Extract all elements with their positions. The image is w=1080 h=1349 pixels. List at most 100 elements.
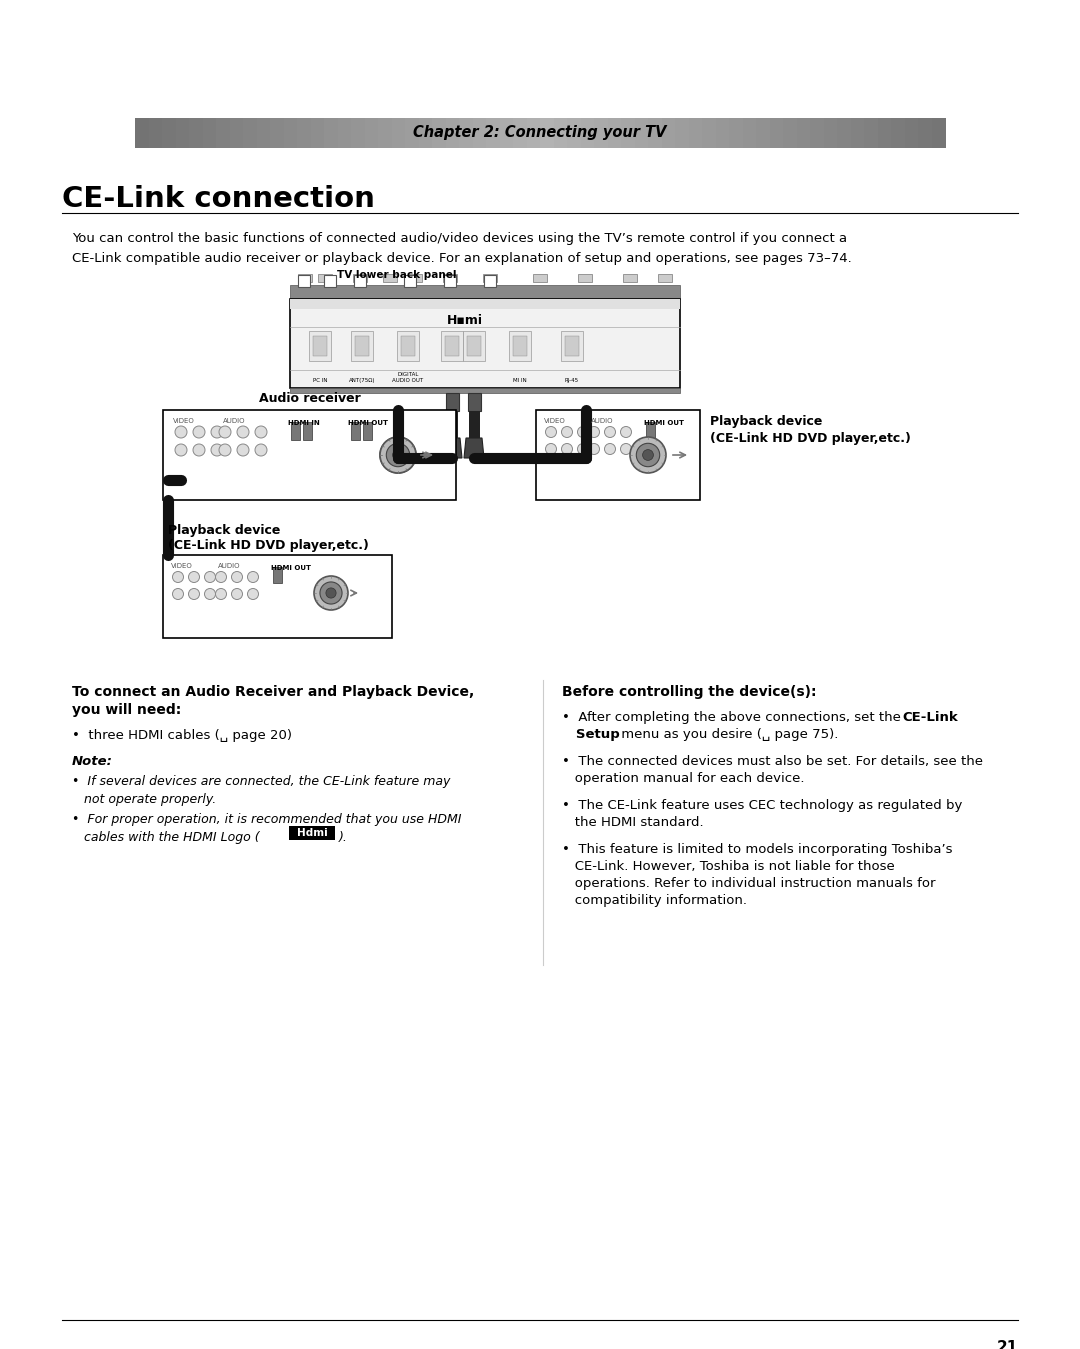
Bar xyxy=(931,117,946,148)
Bar xyxy=(499,117,514,148)
Bar xyxy=(162,117,176,148)
Circle shape xyxy=(247,572,258,583)
Bar xyxy=(441,331,463,362)
Bar xyxy=(445,336,459,356)
Bar xyxy=(175,117,190,148)
Text: CE-Link: CE-Link xyxy=(902,711,958,724)
Bar xyxy=(243,117,257,148)
Text: •  For proper operation, it is recommended that you use HDMI: • For proper operation, it is recommende… xyxy=(72,813,461,826)
Bar xyxy=(486,117,500,148)
Circle shape xyxy=(320,581,342,604)
Text: •  After completing the above connections, set the: • After completing the above connections… xyxy=(562,711,905,724)
Circle shape xyxy=(621,426,632,437)
Bar xyxy=(769,117,784,148)
Bar xyxy=(715,117,730,148)
Bar xyxy=(635,117,649,148)
Bar xyxy=(824,117,838,148)
Circle shape xyxy=(589,426,599,437)
Circle shape xyxy=(193,444,205,456)
Bar xyxy=(473,117,487,148)
Bar xyxy=(658,274,672,282)
Bar xyxy=(484,275,496,287)
Bar xyxy=(283,117,298,148)
Bar xyxy=(567,117,581,148)
Bar xyxy=(797,117,811,148)
Circle shape xyxy=(211,426,222,438)
Text: VIDEO: VIDEO xyxy=(544,418,566,424)
Bar xyxy=(509,331,531,362)
Bar xyxy=(355,336,369,356)
Text: MI IN: MI IN xyxy=(513,378,527,383)
Circle shape xyxy=(380,437,416,473)
Text: ).: ). xyxy=(339,831,348,844)
Circle shape xyxy=(237,426,249,438)
Polygon shape xyxy=(442,438,462,459)
Bar xyxy=(408,274,422,282)
Text: you will need:: you will need: xyxy=(72,703,181,718)
Bar xyxy=(318,274,332,282)
Text: •  If several devices are connected, the CE-Link feature may: • If several devices are connected, the … xyxy=(72,774,450,788)
Circle shape xyxy=(589,444,599,455)
Bar xyxy=(540,117,554,148)
Circle shape xyxy=(326,588,336,598)
Bar xyxy=(378,117,392,148)
Bar xyxy=(513,336,527,356)
Text: menu as you desire (␣ page 75).: menu as you desire (␣ page 75). xyxy=(617,728,838,741)
Bar xyxy=(298,274,312,282)
Bar xyxy=(337,117,352,148)
Circle shape xyxy=(204,572,216,583)
Bar xyxy=(561,331,583,362)
Bar xyxy=(397,331,419,362)
Circle shape xyxy=(643,449,653,460)
Text: HDMI OUT: HDMI OUT xyxy=(348,420,388,426)
Text: Before controlling the device(s):: Before controlling the device(s): xyxy=(562,685,816,699)
Text: PC IN: PC IN xyxy=(313,378,327,383)
Text: operation manual for each device.: operation manual for each device. xyxy=(562,772,805,785)
Circle shape xyxy=(216,572,227,583)
Text: AUDIO: AUDIO xyxy=(218,563,241,569)
Bar xyxy=(363,422,372,440)
Circle shape xyxy=(605,426,616,437)
Bar xyxy=(291,299,680,309)
Text: CE-Link connection: CE-Link connection xyxy=(62,185,375,213)
Bar xyxy=(675,117,689,148)
Bar xyxy=(297,117,311,148)
Bar xyxy=(756,117,770,148)
Text: •  three HDMI cables (␣ page 20): • three HDMI cables (␣ page 20) xyxy=(72,728,292,742)
Bar xyxy=(743,117,757,148)
Text: •  The CE-Link feature uses CEC technology as regulated by: • The CE-Link feature uses CEC technolog… xyxy=(562,799,962,812)
Text: Playback device: Playback device xyxy=(168,523,281,537)
Circle shape xyxy=(621,444,632,455)
Bar xyxy=(189,117,203,148)
Bar xyxy=(291,389,680,393)
Bar xyxy=(257,117,271,148)
Text: cables with the HDMI Logo (: cables with the HDMI Logo ( xyxy=(72,831,259,844)
Bar xyxy=(291,285,680,299)
Bar xyxy=(313,336,327,356)
Bar xyxy=(404,275,416,287)
Bar xyxy=(444,275,456,287)
Circle shape xyxy=(605,444,616,455)
Bar xyxy=(405,117,419,148)
Bar xyxy=(289,826,335,840)
Text: Playback device: Playback device xyxy=(710,415,822,428)
Text: the HDMI standard.: the HDMI standard. xyxy=(562,816,704,830)
Text: CE-Link compatible audio receiver or playback device. For an explanation of setu: CE-Link compatible audio receiver or pla… xyxy=(72,252,852,264)
Text: CE-Link. However, Toshiba is not liable for those: CE-Link. However, Toshiba is not liable … xyxy=(562,861,894,873)
Bar xyxy=(135,117,149,148)
Circle shape xyxy=(578,426,589,437)
Circle shape xyxy=(393,449,404,460)
Text: compatibility information.: compatibility information. xyxy=(562,894,747,907)
Text: HDMI OUT: HDMI OUT xyxy=(644,420,684,426)
Text: TV lower back panel: TV lower back panel xyxy=(337,270,457,281)
Bar xyxy=(446,117,460,148)
Bar xyxy=(623,274,637,282)
Bar xyxy=(918,117,932,148)
Circle shape xyxy=(193,426,205,438)
Circle shape xyxy=(387,444,409,467)
Circle shape xyxy=(247,588,258,599)
Bar xyxy=(303,422,312,440)
Text: DIGITAL
AUDIO OUT: DIGITAL AUDIO OUT xyxy=(392,372,423,383)
Circle shape xyxy=(173,588,184,599)
Bar xyxy=(447,411,458,438)
